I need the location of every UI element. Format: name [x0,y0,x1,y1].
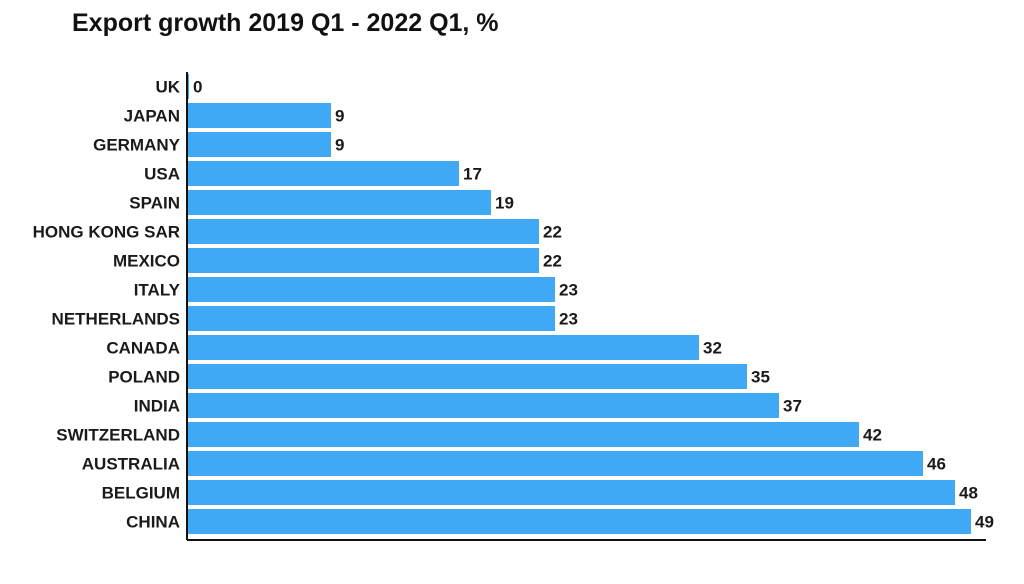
bar-italy [187,277,555,302]
bar-china [187,509,971,534]
category-label: SPAIN [129,194,180,213]
chart-title: Export growth 2019 Q1 - 2022 Q1, % [72,9,499,37]
bar-canada [187,335,699,360]
category-label: JAPAN [124,107,180,126]
category-label: SWITZERLAND [56,426,180,445]
category-label: CHINA [126,513,180,532]
value-label: 22 [543,252,562,271]
bar-usa [187,161,459,186]
bar-netherlands [187,306,555,331]
bar-mexico [187,248,539,273]
bar-hong-kong-sar [187,219,539,244]
value-label: 19 [495,194,514,213]
bar-switzerland [187,422,859,447]
value-label: 37 [783,397,802,416]
category-label: INDIA [134,397,180,416]
value-label: 0 [193,78,202,97]
category-labels: UK JAPAN GERMANY USA SPAIN HONG KONG SAR MEXIC… [33,78,181,532]
value-label: 9 [335,107,344,126]
bar-japan [187,103,331,128]
value-label: 48 [959,484,978,503]
value-label: 49 [975,513,994,532]
category-label: GERMANY [93,136,181,155]
category-label: CANADA [106,339,180,358]
category-label: POLAND [108,368,180,387]
category-label: USA [144,165,180,184]
bar-poland [187,364,747,389]
category-label: BELGIUM [102,484,180,503]
bar-germany [187,132,331,157]
value-label: 23 [559,310,578,329]
category-label: ITALY [134,281,181,300]
value-label: 9 [335,136,344,155]
category-label: NETHERLANDS [52,310,180,329]
bar-india [187,393,779,418]
value-labels: 0 9 9 17 19 22 22 23 23 32 35 37 42 46 48 49 [193,78,994,532]
category-label: MEXICO [113,252,180,271]
bars-group [187,74,971,534]
value-label: 42 [863,426,882,445]
category-label: AUSTRALIA [82,455,180,474]
bar-spain [187,190,491,215]
bar-belgium [187,480,955,505]
category-label: HONG KONG SAR [33,223,180,242]
bar-australia [187,451,923,476]
value-label: 46 [927,455,946,474]
value-label: 23 [559,281,578,300]
value-label: 22 [543,223,562,242]
value-label: 17 [463,165,482,184]
value-label: 32 [703,339,722,358]
value-label: 35 [751,368,770,387]
category-label: UK [155,78,180,97]
